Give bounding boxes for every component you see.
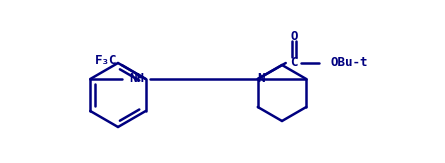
Text: C: C	[290, 57, 298, 69]
Text: NH: NH	[129, 73, 144, 86]
Text: O: O	[290, 30, 298, 43]
Text: F₃C: F₃C	[94, 54, 117, 67]
Text: OBu-t: OBu-t	[330, 57, 368, 69]
Text: N: N	[257, 72, 264, 84]
